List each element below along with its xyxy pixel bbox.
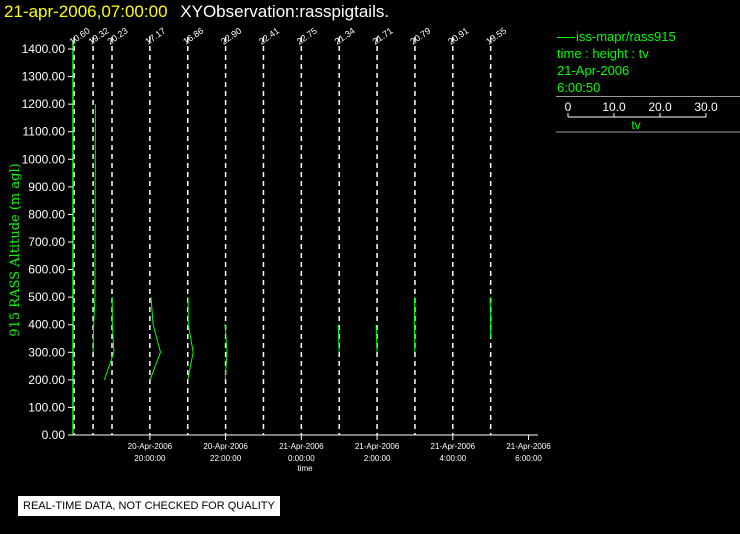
profile-trace xyxy=(149,297,161,381)
y-tick-label: 1000.00 xyxy=(22,152,66,166)
x-tick-label-time: 20:00:00 xyxy=(134,454,166,463)
x-tick-label-date: 21-Apr-2006 xyxy=(431,442,476,451)
y-tick-label: 0.00 xyxy=(42,428,66,442)
legend-date: 21-Apr-2006 xyxy=(557,63,630,78)
y-tick-label: 100.00 xyxy=(28,400,65,414)
tv-scale-label: tv xyxy=(631,118,640,132)
quality-disclaimer: REAL-TIME DATA, NOT CHECKED FOR QUALITY xyxy=(18,496,280,516)
chart-title: XYObservation:rasspigtails. xyxy=(180,2,390,21)
y-tick-label: 1100.00 xyxy=(23,125,66,139)
profile-value-label: 20.23 xyxy=(105,26,129,47)
profile-value-label: 22.75 xyxy=(295,26,319,47)
profile-value-label: 21.34 xyxy=(333,26,357,47)
y-tick-label: 1300.00 xyxy=(22,70,66,84)
profile-trace xyxy=(224,324,228,380)
profile-trace xyxy=(413,297,416,353)
profile-value-label: 22.41 xyxy=(257,26,281,47)
profile-value-label: 22.90 xyxy=(219,26,243,47)
x-tick-label-time: 22:00:00 xyxy=(210,454,242,463)
header-date: 21-apr-2006,07:00:00 xyxy=(4,2,168,21)
y-tick-label: 500.00 xyxy=(28,290,65,304)
y-axis-label: 915 RASS Altitude (m agl) xyxy=(8,163,23,336)
tv-scale-tick-label: 20.0 xyxy=(648,100,672,114)
y-tick-label: 700.00 xyxy=(28,235,65,249)
profile-trace xyxy=(103,297,115,381)
y-tick-label: 300.00 xyxy=(28,345,65,359)
profile-value-label: 10.60 xyxy=(68,26,92,47)
legend-panel: iss-mapr/rass915 time : height : tv 21-A… xyxy=(556,28,740,149)
y-tick-label: 400.00 xyxy=(28,318,65,332)
x-tick-label-date: 21-Apr-2006 xyxy=(355,442,400,451)
profile-trace xyxy=(92,104,96,353)
y-tick-label: 800.00 xyxy=(28,207,65,221)
y-tick-label: 600.00 xyxy=(28,263,65,277)
legend-description: time : height : tv xyxy=(557,46,649,61)
profile-trace xyxy=(375,324,378,353)
x-tick-label-date: 20-Apr-2006 xyxy=(203,442,248,451)
y-tick-label: 1200.00 xyxy=(22,97,66,111)
legend-divider xyxy=(556,96,740,97)
profile-value-label: 16.86 xyxy=(181,26,205,47)
x-tick-label-time: 0:00:00 xyxy=(288,454,315,463)
legend-line-swatch xyxy=(557,37,575,39)
tv-scale-tick-label: 30.0 xyxy=(694,100,718,114)
profile-trace xyxy=(187,297,194,380)
x-tick-label-date: 21-Apr-2006 xyxy=(279,442,324,451)
profile-value-label: 21.71 xyxy=(370,26,394,47)
legend-tv-scale: 0 10.0 20.0 30.0 tv xyxy=(556,100,740,133)
profile-value-label: 19.32 xyxy=(86,26,110,47)
profile-trace xyxy=(337,324,340,353)
profile-value-label: 17.17 xyxy=(143,26,167,47)
x-tick-label-time: 6:00:00 xyxy=(515,454,542,463)
tv-scale-tick-label: 10.0 xyxy=(602,100,626,114)
tv-scale-tick-label: 0 xyxy=(565,100,572,114)
x-axis-label: time xyxy=(297,464,313,473)
chart-header: 21-apr-2006,07:00:00 XYObservation:rassp… xyxy=(4,2,389,22)
x-tick-label-time: 4:00:00 xyxy=(439,454,466,463)
y-tick-label: 1400.00 xyxy=(22,42,66,56)
legend-series-name: iss-mapr/rass915 xyxy=(576,29,676,44)
x-tick-label-date: 20-Apr-2006 xyxy=(128,442,173,451)
y-tick-label: 900.00 xyxy=(28,180,65,194)
profile-value-label: 20.91 xyxy=(446,26,470,47)
profile-value-label: 19.55 xyxy=(484,26,508,47)
x-tick-label-date: 21-Apr-2006 xyxy=(506,442,551,451)
profile-value-label: 20.79 xyxy=(408,26,432,47)
legend-time: 6:00:50 xyxy=(557,80,601,95)
y-tick-label: 200.00 xyxy=(28,373,65,387)
x-tick-label-time: 2:00:00 xyxy=(364,454,391,463)
legend-series-row: iss-mapr/rass915 xyxy=(556,28,740,45)
